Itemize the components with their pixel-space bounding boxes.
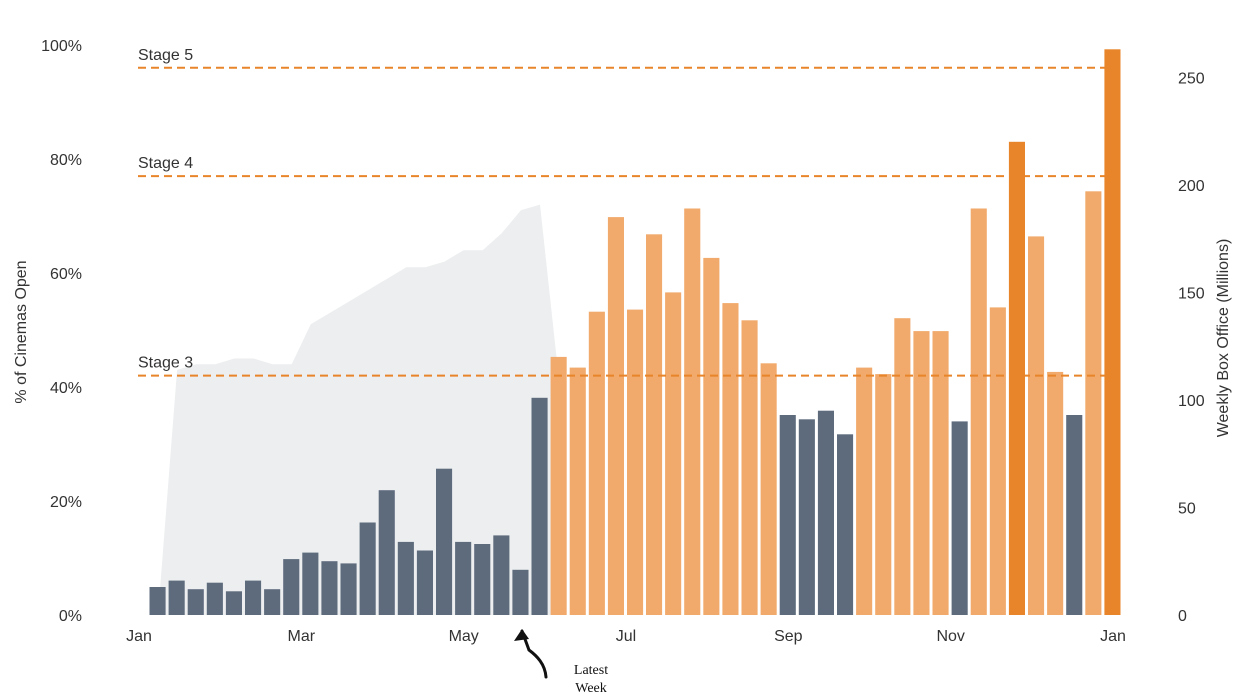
bar-week-35 (798, 419, 815, 615)
bar-week-50 (1085, 191, 1102, 616)
left-tick-label: 60% (50, 266, 82, 283)
bar-week-21 (531, 397, 548, 615)
bar-week-36 (817, 410, 834, 615)
bar-week-15 (416, 550, 433, 615)
left-tick-label: 100% (41, 38, 82, 55)
x-tick-label: Sep (774, 628, 803, 645)
right-tick-label: 150 (1178, 285, 1205, 302)
left-tick-label: 20% (50, 494, 82, 511)
bar-week-49 (1066, 415, 1083, 615)
latest-week-label-line-2: Week (575, 681, 607, 696)
bar-week-19 (493, 535, 510, 615)
bar-week-40 (894, 318, 911, 615)
x-tick-label: May (449, 628, 479, 645)
bar-week-12 (359, 522, 376, 615)
bar-week-28 (665, 292, 682, 615)
stage-label-4: Stage 4 (138, 155, 193, 172)
right-tick-label: 100 (1178, 393, 1205, 410)
bar-week-18 (474, 544, 491, 615)
bar-week-45 (989, 307, 1006, 615)
bar-week-42 (932, 331, 949, 615)
bar-week-34 (779, 415, 796, 615)
left-axis-title: % of Cinemas Open (13, 260, 30, 403)
bar-week-43 (951, 421, 968, 615)
bar-week-11 (340, 563, 357, 615)
left-tick-label: 80% (50, 152, 82, 169)
cinemas-open-area (158, 204, 560, 615)
bar-week-38 (856, 367, 873, 615)
bar-week-51 (1104, 49, 1121, 616)
bar-week-26 (627, 309, 644, 615)
bar-week-30 (703, 257, 720, 615)
bar-week-13 (378, 490, 395, 615)
latest-week-label-line-1: Latest (574, 663, 608, 678)
bar-week-32 (741, 320, 758, 615)
x-tick-label: Jan (126, 628, 152, 645)
bar-week-46 (1008, 141, 1025, 616)
bar-group (149, 49, 1121, 616)
bar-week-14 (397, 541, 414, 615)
bar-week-41 (913, 331, 930, 615)
bar-week-37 (837, 434, 854, 615)
bar-week-17 (455, 541, 472, 615)
bar-week-5 (225, 591, 242, 615)
bar-week-33 (760, 363, 777, 615)
bar-week-9 (302, 552, 319, 615)
stage-label-5: Stage 5 (138, 47, 193, 64)
bar-week-48 (1047, 371, 1064, 615)
bar-week-1 (149, 587, 166, 615)
bar-week-20 (512, 569, 529, 615)
bar-week-3 (187, 589, 204, 615)
bar-week-10 (321, 561, 338, 615)
bar-week-8 (283, 559, 300, 615)
right-tick-label: 200 (1178, 178, 1205, 195)
bar-week-29 (684, 208, 701, 615)
x-axis-ticks: Jan Mar May Jul Sep Nov Jan (126, 628, 1126, 645)
x-tick-label: Mar (288, 628, 316, 645)
right-tick-label: 50 (1178, 501, 1196, 518)
bar-week-6 (245, 580, 262, 615)
bar-week-27 (646, 234, 663, 616)
right-tick-label: 250 (1178, 70, 1205, 87)
bar-week-22 (550, 356, 567, 615)
x-tick-label: Jul (616, 628, 636, 645)
stage-label-3: Stage 3 (138, 355, 193, 372)
bar-week-39 (875, 374, 892, 615)
right-axis-title: Weekly Box Office (Millions) (1215, 239, 1232, 438)
bar-week-4 (206, 582, 223, 615)
bar-week-7 (264, 589, 281, 615)
left-axis-ticks: 0% 20% 40% 60% 80% 100% (41, 38, 82, 625)
bar-week-47 (1028, 236, 1045, 615)
right-tick-label: 0 (1178, 608, 1187, 625)
left-tick-label: 40% (50, 380, 82, 397)
bar-week-16 (436, 468, 453, 615)
x-tick-label: Jan (1100, 628, 1126, 645)
latest-week-arrowhead (514, 629, 529, 641)
bar-week-44 (970, 208, 987, 615)
stage-lines: Stage 3 Stage 4 Stage 5 (138, 47, 1120, 377)
x-tick-label: Nov (936, 628, 964, 645)
bar-week-25 (607, 217, 624, 615)
bar-week-23 (569, 367, 586, 615)
bar-week-2 (168, 580, 185, 615)
left-tick-label: 0% (59, 608, 82, 625)
bar-week-31 (722, 303, 739, 615)
bar-week-24 (588, 311, 605, 615)
right-axis-ticks: 0 50 100 150 200 250 (1178, 70, 1205, 625)
